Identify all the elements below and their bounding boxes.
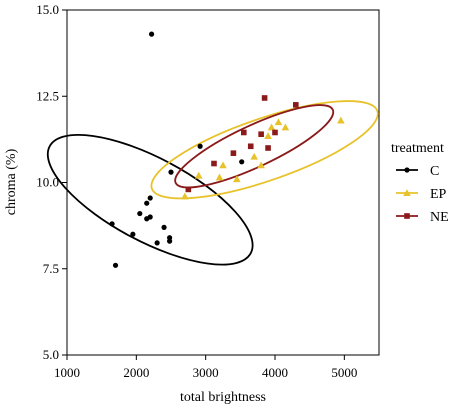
data-point-ep xyxy=(233,175,241,183)
legend-marker-ne xyxy=(404,213,410,219)
legend: treatment C EP NE xyxy=(391,141,449,225)
data-point-c xyxy=(148,31,155,37)
points-layer xyxy=(109,31,345,268)
x-axis-title: total brightness xyxy=(180,390,266,405)
data-point-c xyxy=(161,224,167,230)
data-point-c xyxy=(154,240,160,246)
data-point-ep xyxy=(250,152,258,160)
data-point-c xyxy=(137,210,143,217)
data-point-ep xyxy=(337,116,345,124)
data-point-c xyxy=(147,195,153,201)
confidence-ellipse-ep xyxy=(150,100,379,200)
legend-title: treatment xyxy=(391,141,444,156)
data-point-ne xyxy=(272,129,278,136)
data-point-ep xyxy=(181,192,189,200)
x-tick-label: 5000 xyxy=(331,365,357,380)
legend-label-c: C xyxy=(430,164,439,179)
y-tick-label: 10.0 xyxy=(36,175,59,190)
data-point-c xyxy=(109,221,115,227)
data-point-c xyxy=(147,214,153,220)
legend-label-ep: EP xyxy=(430,187,447,202)
data-point-c xyxy=(112,262,119,268)
y-tick-label: 5.0 xyxy=(43,347,59,362)
data-point-ne xyxy=(230,150,237,156)
data-point-ep xyxy=(219,161,227,169)
y-tick-label: 15.0 xyxy=(36,2,59,17)
data-point-ne xyxy=(247,143,254,150)
legend-label-ne: NE xyxy=(430,210,449,225)
data-point-ep xyxy=(194,171,203,179)
data-point-ep xyxy=(215,173,224,181)
data-point-c xyxy=(167,235,173,241)
x-tick-label: 1000 xyxy=(54,365,80,380)
data-point-ne xyxy=(261,95,268,101)
data-point-ep xyxy=(281,123,290,131)
data-point-ne xyxy=(211,160,217,167)
legend-marker-c xyxy=(404,167,410,173)
data-point-ep xyxy=(257,161,265,169)
data-point-c xyxy=(197,143,203,149)
data-point-ne xyxy=(265,145,271,151)
data-point-ep xyxy=(274,118,283,126)
data-point-c xyxy=(144,200,150,206)
data-point-c xyxy=(168,169,174,175)
plot-frame xyxy=(66,9,380,356)
data-point-ne xyxy=(293,102,299,108)
y-tick-label: 7.5 xyxy=(43,261,59,276)
y-axis-title: chroma (%) xyxy=(4,148,19,215)
y-axis: 5.0 7.5 10.0 12.5 15.0 xyxy=(36,2,67,362)
legend-items: C EP NE xyxy=(396,164,449,225)
data-point-ep xyxy=(264,132,272,139)
x-tick-label: 2000 xyxy=(123,365,149,380)
data-point-ne xyxy=(185,186,192,193)
data-point-c xyxy=(130,231,136,237)
x-axis: 1000 2000 3000 4000 5000 xyxy=(54,355,357,380)
x-tick-label: 3000 xyxy=(193,365,219,380)
x-tick-label: 4000 xyxy=(262,365,288,380)
data-point-ne xyxy=(258,131,264,137)
data-point-ep xyxy=(267,123,276,131)
data-point-ne xyxy=(241,129,247,136)
legend-marker-ep xyxy=(403,189,411,197)
y-tick-label: 12.5 xyxy=(36,88,59,103)
ellipses-layer xyxy=(46,100,379,266)
data-point-c xyxy=(239,159,245,165)
